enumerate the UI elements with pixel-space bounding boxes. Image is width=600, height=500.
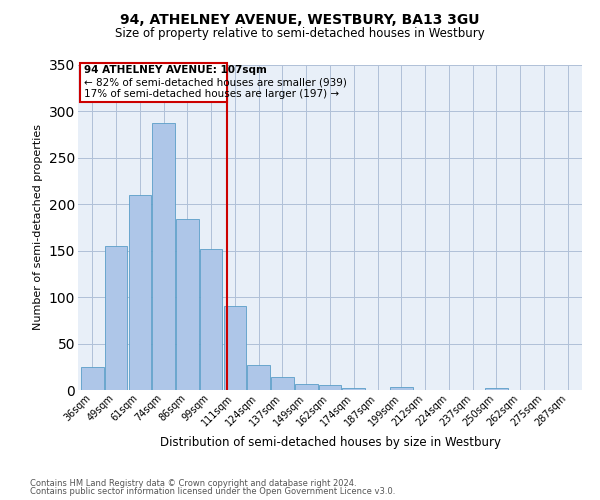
Text: 17% of semi-detached houses are larger (197) →: 17% of semi-detached houses are larger (… <box>84 89 339 99</box>
Bar <box>152 122 175 390</box>
X-axis label: Distribution of semi-detached houses by size in Westbury: Distribution of semi-detached houses by … <box>160 436 500 449</box>
Text: ← 82% of semi-detached houses are smaller (939): ← 82% of semi-detached houses are smalle… <box>84 77 347 87</box>
Bar <box>271 377 294 390</box>
Text: 94 ATHELNEY AVENUE: 107sqm: 94 ATHELNEY AVENUE: 107sqm <box>84 65 267 75</box>
Bar <box>319 386 341 390</box>
Bar <box>176 219 199 390</box>
Text: Contains HM Land Registry data © Crown copyright and database right 2024.: Contains HM Land Registry data © Crown c… <box>30 478 356 488</box>
Text: Contains public sector information licensed under the Open Government Licence v3: Contains public sector information licen… <box>30 487 395 496</box>
FancyBboxPatch shape <box>80 63 227 102</box>
Y-axis label: Number of semi-detached properties: Number of semi-detached properties <box>33 124 43 330</box>
Bar <box>105 246 127 390</box>
Bar <box>128 195 151 390</box>
Text: 94, ATHELNEY AVENUE, WESTBURY, BA13 3GU: 94, ATHELNEY AVENUE, WESTBURY, BA13 3GU <box>120 12 480 26</box>
Bar <box>81 367 104 390</box>
Bar <box>247 365 270 390</box>
Bar <box>200 249 223 390</box>
Bar <box>295 384 317 390</box>
Bar <box>485 388 508 390</box>
Bar <box>390 387 413 390</box>
Bar <box>343 388 365 390</box>
Text: Size of property relative to semi-detached houses in Westbury: Size of property relative to semi-detach… <box>115 28 485 40</box>
Bar <box>224 306 246 390</box>
